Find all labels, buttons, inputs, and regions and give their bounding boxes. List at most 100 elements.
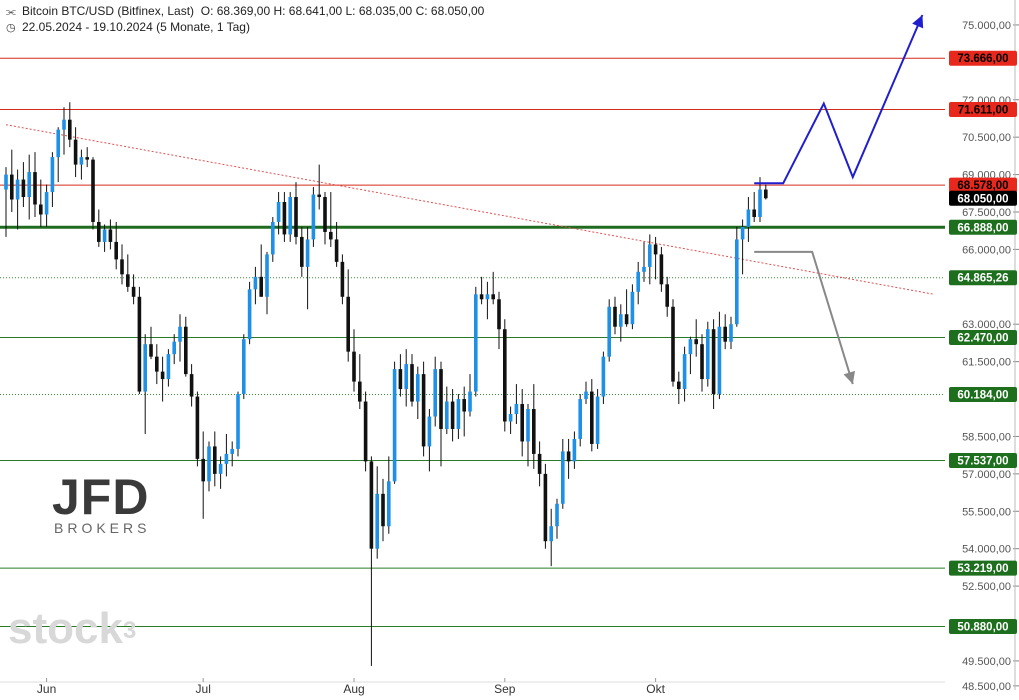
candle-body <box>520 404 524 442</box>
candle-body <box>68 119 72 140</box>
candle-body <box>514 404 519 415</box>
x-tick-label: Jul <box>196 682 211 696</box>
candle-body <box>636 271 640 292</box>
level-tag-label: 68.578,00 <box>957 180 1008 192</box>
y-tick-label: 52.500,00 <box>962 581 1011 593</box>
bullish-arrowhead <box>912 14 924 29</box>
candle-body <box>491 294 495 300</box>
candle-body <box>56 129 60 158</box>
jfd-logo: JFD <box>52 469 150 525</box>
bearish-arrowhead <box>843 370 856 385</box>
candle-body <box>253 276 258 290</box>
level-lines <box>0 57 945 628</box>
level-tag-label: 71.611,00 <box>958 104 1009 116</box>
level-tag <box>949 190 1017 206</box>
y-tick-label: 48.500,00 <box>962 681 1011 693</box>
level-tag <box>949 386 1017 402</box>
candle-body <box>369 461 374 549</box>
candle-body <box>207 446 211 482</box>
candle-body <box>566 451 571 462</box>
candle-body <box>479 294 484 300</box>
candle-body <box>184 326 188 375</box>
candle-body <box>421 374 426 447</box>
candle-body <box>276 202 281 222</box>
candle-body <box>630 291 635 325</box>
candle-body <box>561 451 565 504</box>
candle-body <box>247 289 252 340</box>
level-tag-label: 53.219,00 <box>957 563 1008 575</box>
candle-body <box>323 197 327 232</box>
candle-body <box>723 326 727 342</box>
candle-body <box>677 381 681 390</box>
candle-body <box>711 329 716 395</box>
candle-body <box>758 189 762 217</box>
candle-body <box>410 364 414 402</box>
candle-body <box>259 276 263 297</box>
candle-body <box>392 369 397 482</box>
candle-body <box>735 239 739 325</box>
y-tick-label: 67.500,00 <box>962 207 1011 219</box>
candle-body <box>352 351 356 382</box>
level-tag <box>949 177 1017 193</box>
jfd-logo-subtitle: BROKERS <box>54 520 151 536</box>
candle-body <box>381 493 385 527</box>
candle-body <box>305 239 310 267</box>
bullish-projection-line <box>754 14 924 185</box>
candle-body <box>160 371 165 380</box>
candle-body <box>62 119 66 130</box>
candle-body <box>91 159 95 222</box>
candle-body <box>508 414 513 422</box>
y-tick-label: 66.000,00 <box>962 244 1011 256</box>
candle-body <box>398 369 403 390</box>
candle-body <box>607 306 611 357</box>
candle-body <box>746 209 751 227</box>
watermark-text: stock <box>8 604 123 653</box>
candle-body <box>474 294 478 392</box>
candle-body <box>624 314 629 325</box>
y-tick-label: 75.000,00 <box>962 20 1011 32</box>
candle-body <box>375 493 379 549</box>
candle-body <box>218 463 223 474</box>
instrument-name: Bitcoin BTC/USD (Bitfinex, Last) <box>22 4 195 18</box>
candle-body <box>462 399 466 412</box>
watermark-sup: 3 <box>122 617 137 644</box>
candle-body <box>555 503 559 527</box>
candle-body <box>27 172 31 198</box>
candle-body <box>201 458 205 482</box>
candle-body <box>329 231 333 240</box>
level-tag-label: 50.880,00 <box>957 622 1008 634</box>
candle-body <box>288 197 292 235</box>
candle-body <box>172 341 176 355</box>
candle-body <box>706 329 710 380</box>
candle-body <box>282 202 287 235</box>
level-tag-label: 73.666,00 <box>957 53 1008 65</box>
y-tick-label: 57.000,00 <box>962 469 1011 481</box>
candle-body <box>50 157 55 193</box>
candle-body <box>317 194 321 198</box>
stock3-watermark: stock3 <box>8 604 136 654</box>
candle-body <box>73 139 78 165</box>
trendline-layer <box>5 124 935 295</box>
candle-body <box>230 448 234 454</box>
candle-body <box>137 296 142 392</box>
candle-body <box>537 453 542 474</box>
candle-body <box>120 259 124 275</box>
candle-body <box>659 254 664 285</box>
y-tick-label: 63.000,00 <box>962 319 1011 331</box>
candle-body <box>619 314 623 327</box>
candle-body <box>15 179 20 200</box>
candle-body <box>79 157 84 165</box>
time-axis: Jun Jul Aug Sep Okt <box>0 678 945 696</box>
level-tag <box>949 270 1017 286</box>
candle-body <box>242 339 246 395</box>
candle-body <box>532 409 536 454</box>
candle-body <box>363 401 368 462</box>
candle-body <box>578 399 582 439</box>
candle-body <box>543 473 548 542</box>
x-tick-label: Jun <box>37 682 56 696</box>
candle-body <box>102 229 107 242</box>
candle-body <box>700 344 704 380</box>
candle-body <box>358 381 362 402</box>
instrument-header: ⫘ Bitcoin BTC/USD (Bitfinex, Last) O: 68.… <box>6 4 484 19</box>
candle-body <box>126 274 130 287</box>
